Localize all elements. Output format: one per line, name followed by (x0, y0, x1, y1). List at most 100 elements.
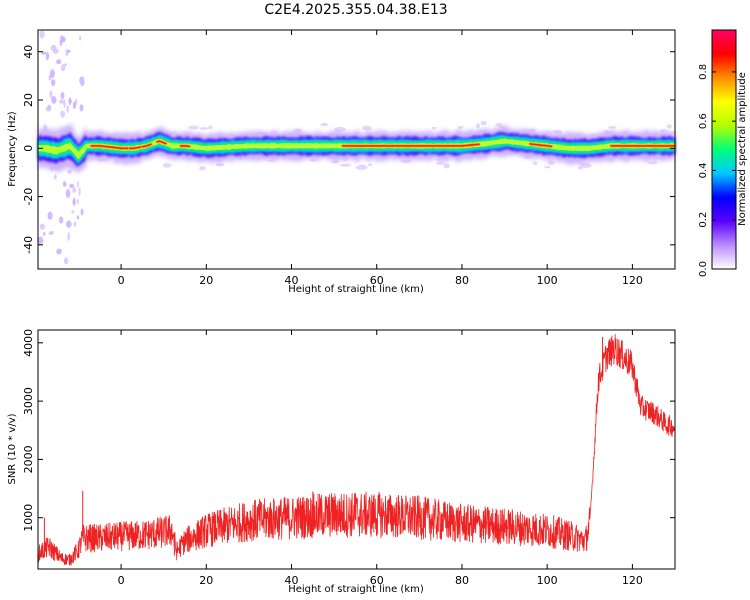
noise-blob (73, 221, 77, 227)
halo-blob (666, 124, 673, 129)
x-tick-label: 80 (455, 574, 469, 587)
halo-blob (544, 166, 551, 169)
noise-blob (39, 30, 45, 39)
noise-blob (67, 169, 72, 174)
noise-blob (39, 223, 45, 230)
noise-blob (58, 216, 64, 224)
colorbar-tick-label: 0.4 (698, 162, 709, 178)
noise-blob (45, 51, 50, 61)
halo-blob (580, 163, 592, 168)
x-tick-label: 20 (199, 574, 213, 587)
top-y-axis: -40 -20 0 20 40 (22, 45, 675, 254)
noise-blob (71, 210, 75, 214)
figure-title: C2E4.2025.355.04.38.E13 (264, 2, 447, 18)
noise-blob (79, 104, 84, 112)
noise-blob (49, 69, 55, 78)
halo-blob (475, 123, 481, 129)
noise-blob (79, 35, 82, 41)
noise-blob (45, 106, 52, 112)
colorbar: 0.0 0.2 0.4 0.6 0.8 Normalized spectral ampl… (698, 29, 748, 277)
halo-blob (547, 160, 555, 166)
noise-blob (66, 220, 72, 228)
band-core-red (128, 146, 142, 150)
noise-blob (65, 52, 69, 56)
noise-blob (51, 96, 57, 104)
colorbar-gradient (711, 29, 737, 270)
noise-blob (65, 49, 71, 54)
noise-blob (37, 236, 44, 245)
noise-blob (65, 189, 71, 199)
noise-blob (78, 187, 81, 196)
bottom-x-axis-label: Height of straight line (km) (288, 584, 424, 595)
x-tick-label: 0 (118, 274, 125, 287)
noise-blob (66, 105, 70, 113)
noise-blob (56, 248, 62, 255)
noise-blob (60, 36, 66, 43)
noise-blob (49, 230, 55, 235)
noise-blob (76, 198, 79, 205)
noise-blob (63, 63, 67, 67)
noise-blob (68, 97, 72, 106)
colorbar-ticks: 0.0 0.2 0.4 0.6 0.8 (698, 64, 736, 277)
halo-blob (355, 165, 368, 170)
x-tick-label: 60 (370, 574, 384, 587)
noise-blob (51, 79, 56, 87)
halo-blob (208, 125, 213, 130)
snr-panel: 0 20 40 60 80 100 120 1000 2000 3000 4000 Height … (7, 329, 676, 595)
halo-blob (431, 126, 437, 130)
y-tick-label: 40 (22, 45, 35, 59)
halo-blob (188, 125, 199, 130)
spectral-band-layer (38, 138, 675, 160)
band-core-red (529, 143, 553, 148)
x-tick-label: 60 (370, 274, 384, 287)
spectrogram-band (38, 122, 677, 174)
x-tick-label: 100 (537, 574, 558, 587)
y-tick-label: 20 (22, 93, 35, 107)
y-tick-label: 3000 (22, 387, 35, 415)
halo-blob (532, 161, 538, 165)
halo-blob (362, 125, 372, 131)
x-tick-label: 100 (537, 274, 558, 287)
noise-blob (72, 187, 77, 193)
x-tick-label: 120 (622, 274, 643, 287)
bottom-y-axis-label: SNR (10 * v/v) (7, 413, 18, 484)
noise-blob (76, 215, 80, 220)
noise-blob (62, 181, 67, 187)
top-x-axis: 0 20 40 60 80 100 120 (118, 30, 643, 287)
x-tick-label: 20 (199, 274, 213, 287)
x-tick-label: 40 (285, 274, 299, 287)
colorbar-label: Normalized spectral amplitude (737, 72, 748, 226)
spectrogram-panel: 0 20 40 60 80 100 120 -40 -20 0 20 40 Height of st… (7, 29, 677, 295)
noise-blob (59, 99, 65, 104)
band-core-red (341, 143, 480, 147)
y-tick-label: -40 (22, 236, 35, 254)
noise-blob (49, 90, 53, 99)
x-tick-label: 120 (622, 574, 643, 587)
noise-blob (69, 183, 75, 188)
halo-blob (199, 127, 209, 130)
noise-blob (56, 59, 62, 65)
noise-blob (41, 51, 47, 55)
halo-blob (436, 161, 445, 165)
band-core-red (179, 145, 191, 148)
y-tick-label: 2000 (22, 445, 35, 473)
noise-blob (60, 91, 65, 100)
noise-blob (80, 208, 84, 216)
noise-blob (76, 180, 79, 188)
top-x-axis-label: Height of straight line (km) (288, 284, 424, 295)
colorbar-tick-label: 0.8 (698, 64, 709, 80)
top-y-axis-label: Frequency (Hz) (7, 111, 18, 187)
noise-blob (63, 257, 69, 265)
halo-blob (320, 123, 329, 127)
colorbar-tick-label: 0.0 (698, 261, 709, 277)
y-tick-label: 4000 (22, 329, 35, 357)
noise-blob (47, 211, 53, 220)
y-tick-label: -20 (22, 188, 35, 206)
noise-blob (72, 101, 76, 110)
halo-blob (608, 126, 617, 129)
halo-blob (162, 163, 172, 168)
noise-blob (60, 110, 66, 118)
noise-blob (72, 197, 76, 206)
halo-blob (457, 125, 464, 129)
